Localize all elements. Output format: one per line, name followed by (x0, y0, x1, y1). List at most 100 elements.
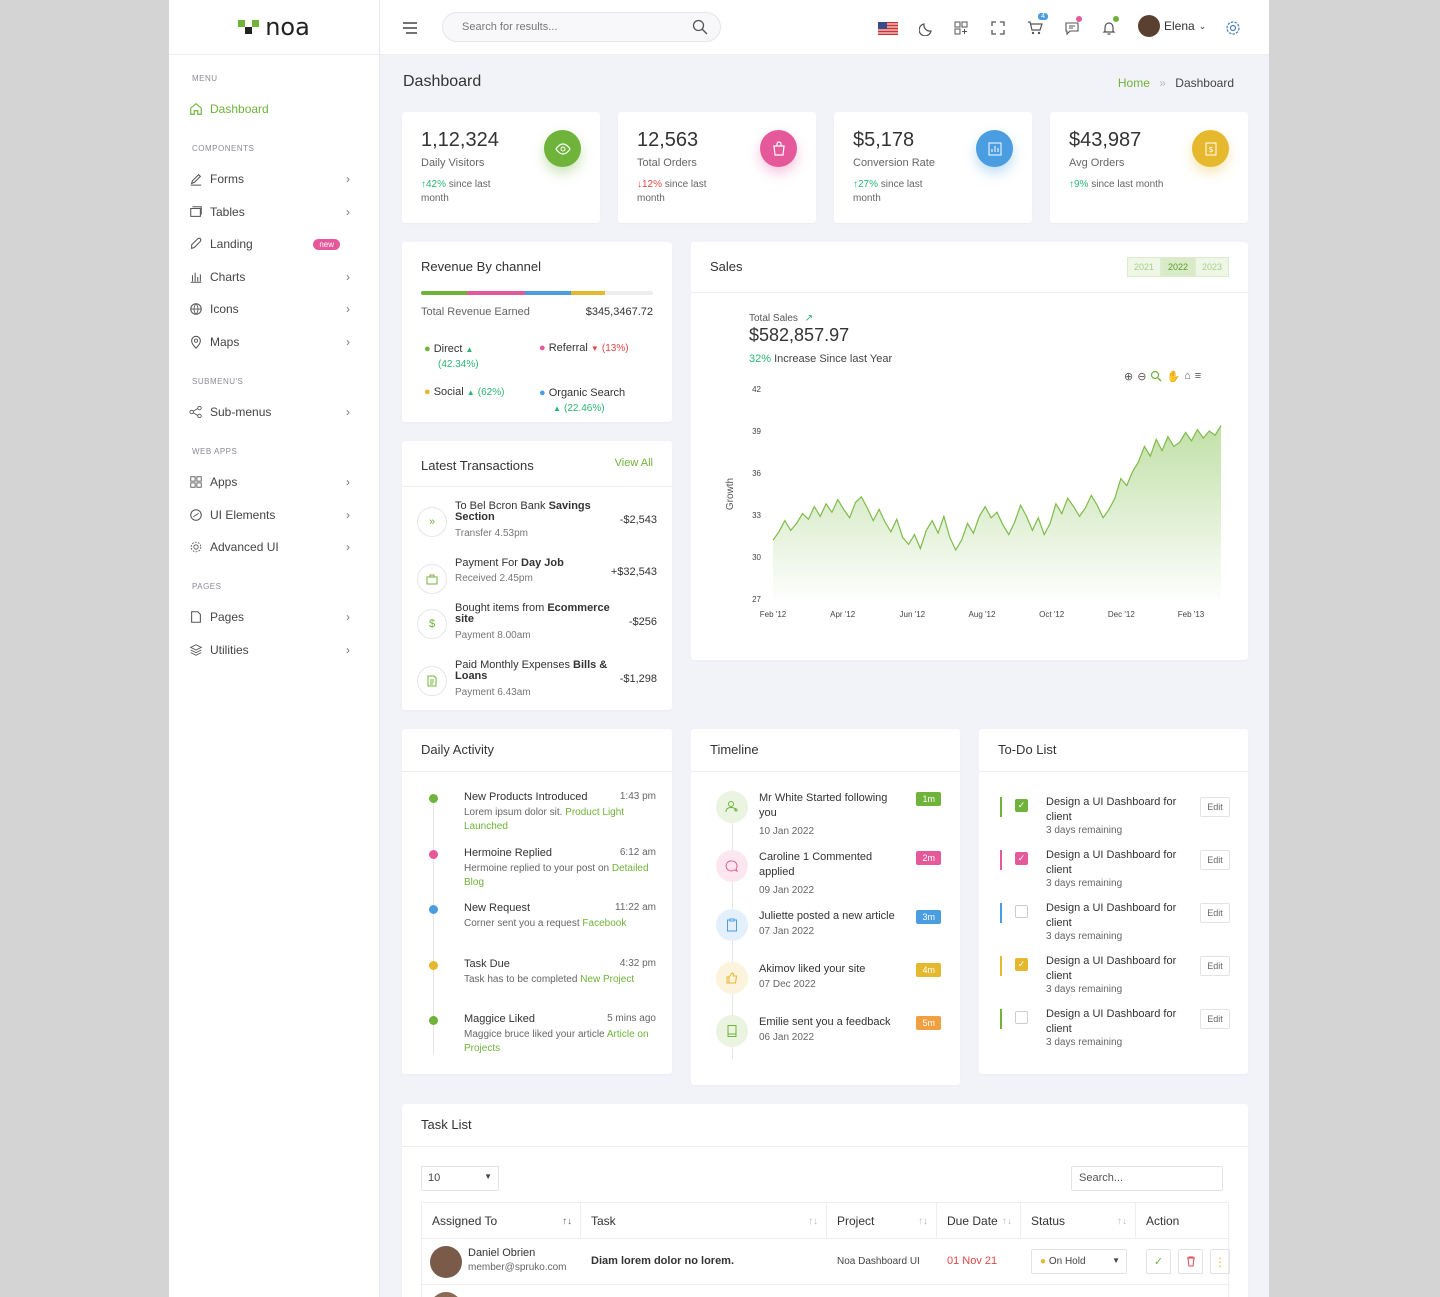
stat-change-value: 9% (1074, 179, 1089, 190)
todo-checkbox[interactable] (1015, 1011, 1028, 1024)
stat-change-suffix: since last month (853, 179, 923, 204)
todo-checkbox[interactable] (1015, 905, 1028, 918)
year-2023-button[interactable]: 2023 (1195, 257, 1229, 277)
todo-sub: 3 days remaining (1046, 825, 1123, 836)
fullscreen-icon[interactable] (988, 18, 1008, 38)
edit-button[interactable]: Edit (1200, 956, 1230, 976)
brand-logo[interactable]: noa (169, 0, 379, 55)
column-header[interactable]: Assigned To ↑↓ (422, 1203, 581, 1239)
nav-section-menu: MENU (192, 74, 218, 83)
user-menu[interactable]: Elena ⌄ (1138, 15, 1206, 37)
sidebar-item-pages[interactable]: Pages › (188, 606, 360, 628)
stat-change-value: 12% (642, 179, 663, 190)
chart-menu-icon[interactable]: ≡ (1194, 370, 1202, 382)
sidebar-item-icons[interactable]: Icons › (188, 298, 360, 320)
timeline-date: 09 Jan 2022 (759, 885, 815, 896)
pan-hand-icon[interactable]: ✋ (1166, 371, 1181, 383)
timeline-title: Juliette posted a new article (759, 910, 895, 922)
thumbs-up-icon (716, 962, 748, 994)
todo-checkbox[interactable]: ✓ (1015, 799, 1028, 812)
search-icon[interactable] (692, 19, 708, 38)
column-header[interactable]: Due Date ↑↓ (937, 1203, 1021, 1239)
activity-link[interactable]: New Project (580, 974, 635, 985)
sidebar-item-utilities[interactable]: Utilities › (188, 639, 360, 661)
column-header[interactable]: Task ↑↓ (581, 1203, 827, 1239)
timeline-badge: 4m (916, 963, 941, 977)
edit-button[interactable]: Edit (1200, 903, 1230, 923)
todo-checkbox[interactable]: ✓ (1015, 958, 1028, 971)
column-header[interactable]: Status ↑↓ (1021, 1203, 1136, 1239)
revenue-total-label: Total Revenue Earned (421, 306, 530, 318)
view-all-link[interactable]: View All (614, 457, 653, 469)
channel-name: Social (433, 386, 464, 398)
zoom-out-icon[interactable]: ⊖ (1137, 371, 1147, 383)
stat-label: Total Orders (637, 157, 697, 169)
edit-button[interactable]: Edit (1200, 797, 1230, 817)
sidebar-item-submenus[interactable]: Sub-menus › (188, 401, 360, 423)
bell-icon[interactable] (1099, 16, 1119, 38)
transaction-sub: Transfer 4.53pm (455, 528, 528, 539)
moon-icon[interactable] (917, 18, 937, 38)
sidebar-item-landing[interactable]: Landing new (188, 233, 360, 255)
breadcrumb: Home » Dashboard (1118, 76, 1234, 90)
timeline-date: 07 Jan 2022 (759, 926, 815, 937)
transaction-sub: Received 2.45pm (455, 573, 533, 584)
edit-button[interactable]: Edit (1200, 1009, 1230, 1029)
us-flag-icon[interactable] (878, 18, 898, 38)
settings-gear-icon[interactable] (1223, 18, 1243, 38)
sidebar-item-maps[interactable]: Maps › (188, 331, 360, 353)
breadcrumb-home[interactable]: Home (1117, 76, 1150, 90)
table-row: Daniel Obrien member@spruko.com Diam lor… (422, 1239, 1230, 1285)
approve-check-icon[interactable]: ✓ (1146, 1249, 1171, 1274)
project-name: Noa Dashboard UI (837, 1256, 920, 1267)
activity-dot (429, 961, 438, 970)
sidebar-item-label: Charts (210, 270, 246, 284)
year-2021-button[interactable]: 2021 (1127, 257, 1161, 277)
timeline-badge: 2m (916, 851, 941, 865)
transaction-sub: Payment 8.00am (455, 630, 531, 641)
todo-checkbox[interactable]: ✓ (1015, 852, 1028, 865)
status-select[interactable]: ● On Hold ▼ (1031, 1249, 1127, 1274)
sidebar-item-tables[interactable]: Tables › (188, 201, 360, 223)
book-icon (716, 1015, 748, 1047)
assignee-email: member@spruko.com (468, 1262, 567, 1273)
search-input[interactable]: Search for results... (442, 12, 721, 42)
todo-color-bar (1000, 797, 1002, 817)
total-sales-value: $582,857.97 (749, 325, 850, 345)
zoom-in-icon[interactable]: ⊕ (1124, 371, 1134, 383)
search-placeholder: Search for results... (462, 21, 558, 33)
sidebar-item-advanced-ui[interactable]: Advanced UI › (188, 536, 360, 558)
card-title: Task List (421, 1117, 472, 1132)
apps-grid-icon[interactable] (951, 18, 971, 38)
page-size-select[interactable]: 10 ▼ (421, 1166, 499, 1191)
activity-link[interactable]: Detailed Blog (464, 863, 649, 888)
sort-icon: ↑↓ (1117, 1215, 1127, 1227)
card-title: Revenue By channel (421, 259, 541, 274)
activity-title: New Products Introduced (464, 791, 588, 803)
cart-icon[interactable]: 4 (1025, 13, 1048, 38)
table-search-input[interactable]: Search... (1071, 1166, 1223, 1191)
sidebar-item-ui-elements[interactable]: UI Elements › (188, 504, 360, 526)
sales-card: Sales 2021 2022 2023 Total Sales ↗ $582,… (691, 242, 1248, 660)
message-icon[interactable] (1062, 16, 1082, 38)
sidebar-item-forms[interactable]: Forms › (188, 168, 360, 190)
chevron-right-icon: › (346, 302, 350, 316)
sidebar-item-apps[interactable]: Apps › (188, 471, 360, 493)
menu-toggle-icon[interactable] (400, 18, 420, 38)
timeline-title: Caroline 1 Commented applied (759, 851, 873, 878)
sidebar-item-charts[interactable]: Charts › (188, 266, 360, 288)
more-vertical-icon[interactable]: ⋮ (1210, 1249, 1230, 1274)
todo-sub: 3 days remaining (1046, 931, 1123, 942)
delete-trash-icon[interactable] (1178, 1249, 1203, 1274)
zoom-select-icon[interactable] (1150, 370, 1162, 385)
year-2022-button[interactable]: 2022 (1161, 257, 1195, 277)
column-header[interactable]: Project ↑↓ (827, 1203, 937, 1239)
edit-button[interactable]: Edit (1200, 850, 1230, 870)
clipboard-icon (716, 909, 748, 941)
sidebar-item-dashboard[interactable]: Dashboard (188, 98, 360, 120)
transfer-icon: » (417, 507, 447, 537)
reset-home-icon[interactable]: ⌂ (1184, 370, 1191, 382)
activity-link[interactable]: Product Light Launched (464, 807, 625, 832)
activity-link[interactable]: Article on Projects (464, 1029, 649, 1054)
activity-link[interactable]: Facebook (582, 918, 627, 929)
